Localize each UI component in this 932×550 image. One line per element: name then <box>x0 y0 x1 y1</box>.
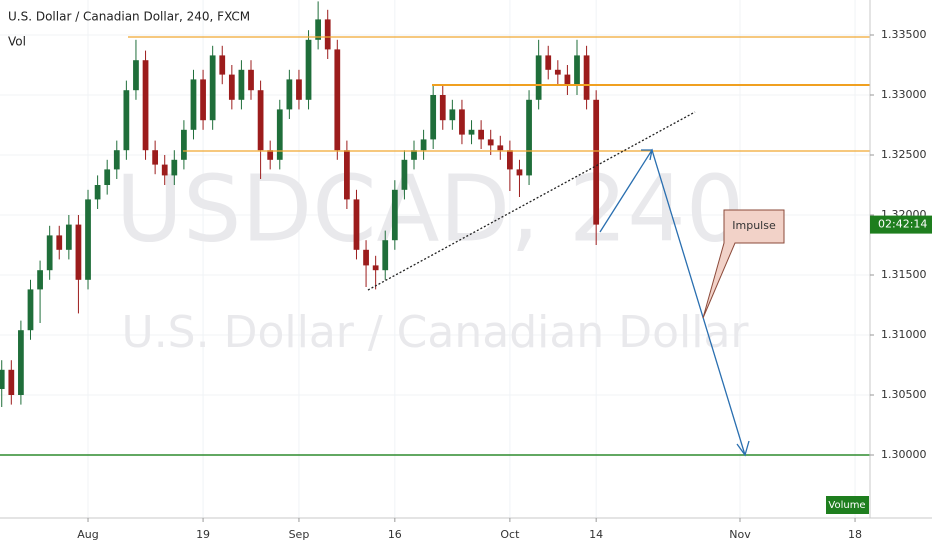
candle-body <box>344 150 350 200</box>
candle-body <box>209 55 216 121</box>
y-tick-label: 1.30500 <box>881 388 927 401</box>
candle-body <box>574 55 580 86</box>
candle-body <box>200 79 206 121</box>
candle-body <box>37 270 43 290</box>
arrow-head <box>641 149 653 161</box>
candles <box>0 1 600 408</box>
candle-body <box>276 109 283 160</box>
callout-text: Impulse <box>732 219 776 232</box>
volume-legend: Vol <box>8 35 26 49</box>
x-tick-label: Sep <box>289 528 310 541</box>
candle-body <box>190 79 197 130</box>
y-tick-label: 1.33000 <box>881 88 927 101</box>
y-tick-label: 1.33500 <box>881 28 927 41</box>
candle-body <box>8 369 15 396</box>
countdown: 02:42:14 <box>878 218 927 231</box>
candle-body <box>0 369 5 390</box>
candle-body <box>554 69 561 75</box>
callout <box>702 209 785 319</box>
candle-body <box>56 235 63 250</box>
last-price-box <box>870 215 932 234</box>
volume-button[interactable] <box>826 496 869 514</box>
candle-body <box>142 60 149 151</box>
candle-body <box>468 129 475 135</box>
candle-body <box>248 69 254 91</box>
x-tick-label: Oct <box>500 528 520 541</box>
x-tick-label: 14 <box>589 528 603 541</box>
candle-body <box>152 150 159 165</box>
candle-body <box>516 169 523 176</box>
chart-title: U.S. Dollar / Canadian Dollar, 240, FXCM <box>8 10 250 24</box>
candle-body <box>18 330 24 396</box>
volume-button-label[interactable]: Volume <box>828 500 865 511</box>
candle-body <box>487 139 494 146</box>
y-tick-label: 1.32500 <box>881 148 927 161</box>
x-tick-label: Nov <box>729 528 751 541</box>
candle-body <box>401 159 408 190</box>
candle-body <box>372 265 379 271</box>
candle-body <box>238 69 245 100</box>
candle-body <box>363 249 369 266</box>
candle-body <box>296 79 302 100</box>
candle-body <box>564 74 571 86</box>
candle-body <box>161 164 168 176</box>
candle-body <box>133 60 139 91</box>
candle-body <box>315 19 322 40</box>
candle-body <box>228 74 235 100</box>
candle-body <box>449 109 456 121</box>
candle-body <box>46 235 53 271</box>
watermark-subtitle: U.S. Dollar / Canadian Dollar <box>121 307 749 358</box>
y-tick-label: 1.31500 <box>881 268 927 281</box>
candle-body <box>27 289 34 331</box>
candle-body <box>353 199 360 250</box>
candle-body <box>497 145 504 151</box>
candle-body <box>94 185 101 200</box>
candle-body <box>85 199 91 280</box>
candle-body <box>411 150 417 160</box>
candle-body <box>382 240 389 271</box>
candle-body <box>181 129 187 160</box>
candle-body <box>439 95 446 121</box>
candle-body <box>123 90 130 151</box>
candle-body <box>324 19 331 50</box>
x-tick-label: 19 <box>196 528 210 541</box>
x-tick-label: Aug <box>77 528 98 541</box>
candle-body <box>104 169 111 186</box>
candle-body <box>113 150 120 170</box>
candle-body <box>75 224 82 280</box>
candle-body <box>507 150 513 170</box>
candle-body <box>535 55 542 100</box>
candle-body <box>305 39 312 100</box>
candle-body <box>430 95 437 140</box>
candle-body <box>391 189 398 241</box>
grid <box>0 0 870 518</box>
candle-body <box>545 55 552 70</box>
x-tick-label: 18 <box>848 528 862 541</box>
watermark: USDCAD, 240 <box>116 155 745 262</box>
y-tick-label: 1.30000 <box>881 448 927 461</box>
axes: 1.300001.305001.310001.315001.320001.325… <box>77 28 932 541</box>
candle-body <box>286 79 293 110</box>
candle-body <box>526 99 532 176</box>
candle-body <box>257 90 264 151</box>
candle-body <box>219 55 226 75</box>
candle-body <box>478 129 484 140</box>
candle-body <box>583 55 590 100</box>
y-tick-label: 1.31000 <box>881 328 927 341</box>
candle-body <box>334 49 341 151</box>
x-tick-label: 16 <box>388 528 402 541</box>
candle-body <box>65 224 72 250</box>
candle-body <box>267 150 274 160</box>
candle-body <box>171 159 178 176</box>
candle-body <box>420 139 427 151</box>
candle-body <box>459 109 465 135</box>
arrow-head <box>736 440 750 457</box>
candle-body <box>593 99 600 225</box>
